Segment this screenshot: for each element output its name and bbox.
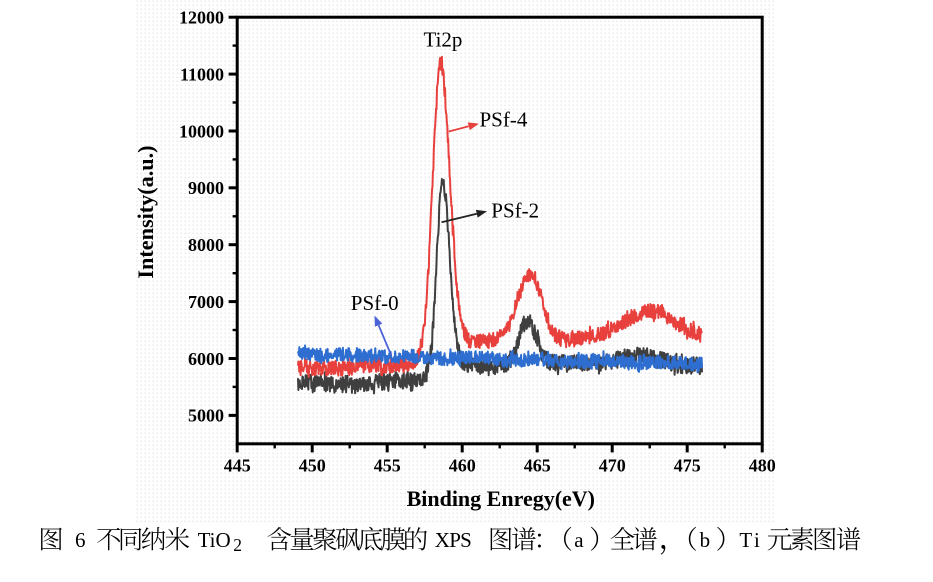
svg-text:a: a bbox=[574, 528, 584, 552]
svg-text:Intensity(a.u.): Intensity(a.u.) bbox=[133, 145, 158, 278]
svg-text:PSf-4: PSf-4 bbox=[480, 108, 528, 132]
svg-text:XPS: XPS bbox=[435, 528, 472, 552]
svg-text:Binding Enregy(eV): Binding Enregy(eV) bbox=[407, 486, 595, 511]
svg-text:6000: 6000 bbox=[188, 349, 224, 369]
svg-text:5000: 5000 bbox=[188, 406, 224, 426]
svg-text:480: 480 bbox=[749, 455, 776, 475]
svg-text:9000: 9000 bbox=[188, 178, 224, 198]
svg-text:475: 475 bbox=[674, 455, 701, 475]
svg-text:470: 470 bbox=[599, 455, 626, 475]
svg-text:450: 450 bbox=[299, 455, 326, 475]
svg-text:455: 455 bbox=[374, 455, 401, 475]
svg-text:10000: 10000 bbox=[179, 121, 224, 141]
svg-text:445: 445 bbox=[224, 455, 251, 475]
svg-text:6: 6 bbox=[75, 528, 86, 552]
svg-text:460: 460 bbox=[449, 455, 476, 475]
svg-text:Ti: Ti bbox=[739, 528, 760, 552]
svg-text:8000: 8000 bbox=[188, 235, 224, 255]
svg-text:7000: 7000 bbox=[188, 292, 224, 312]
svg-text:2: 2 bbox=[233, 535, 242, 555]
svg-text:Ti2p: Ti2p bbox=[424, 27, 463, 51]
svg-text:PSf-2: PSf-2 bbox=[491, 198, 539, 222]
svg-text:b: b bbox=[700, 528, 711, 552]
svg-text:12000: 12000 bbox=[179, 8, 224, 28]
svg-text:TiO: TiO bbox=[198, 528, 231, 552]
svg-text:PSf-0: PSf-0 bbox=[351, 291, 399, 315]
svg-text:465: 465 bbox=[524, 455, 551, 475]
svg-text:11000: 11000 bbox=[180, 64, 224, 84]
